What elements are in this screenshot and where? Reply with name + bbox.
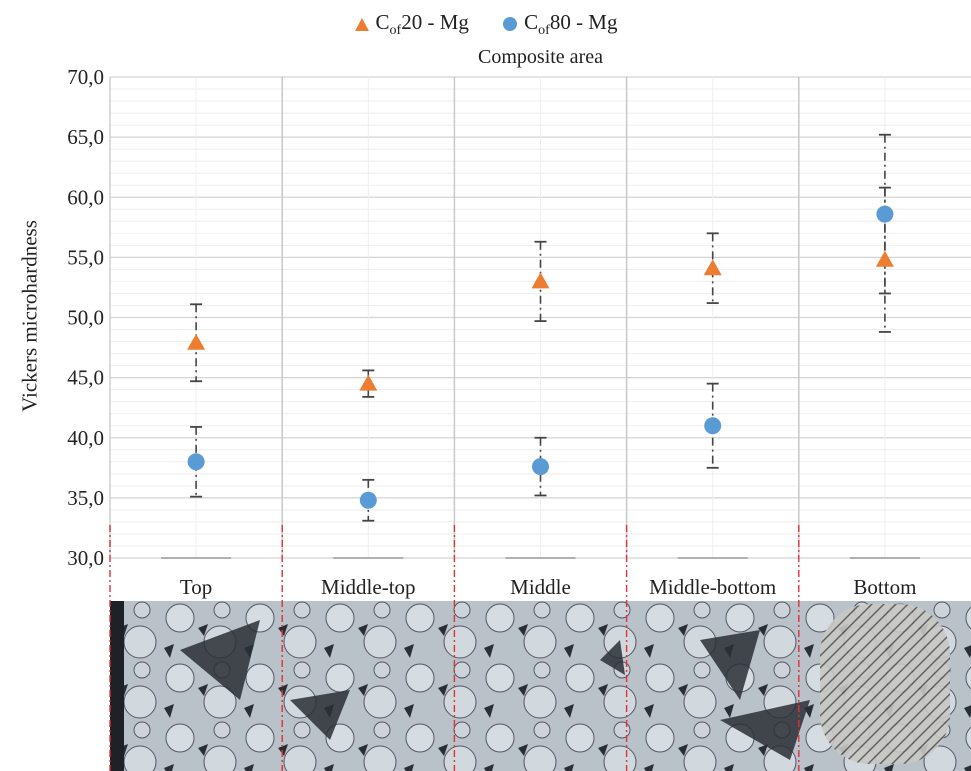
y-tick-label: 50,0 — [67, 306, 104, 330]
data-point-triangle — [703, 259, 722, 276]
data-point-triangle — [359, 374, 378, 391]
region-separators — [109, 525, 800, 771]
y-tick-label: 65,0 — [67, 125, 104, 149]
error-bar — [190, 426, 203, 498]
y-tick-label: 40,0 — [67, 426, 104, 450]
plot-grid — [110, 76, 971, 559]
legend-item-cof80: Cof80 - Mg — [502, 10, 617, 39]
y-tick-label: 55,0 — [67, 245, 104, 269]
legend-label-cof20: Cof20 - Mg — [375, 10, 469, 39]
x-tick-label: Top — [180, 575, 212, 599]
micrograph-image — [110, 601, 971, 771]
y-tick-label: 35,0 — [67, 486, 104, 510]
y-axis-label: Vickers microhardness — [17, 220, 42, 412]
axes: 30,0 35,0 40,0 45,0 50,0 55,0 60,0 65,0 70,0 — [67, 65, 920, 570]
y-tick-label: 70,0 — [67, 65, 104, 89]
y-tick-label: 45,0 — [67, 366, 104, 390]
data-marks — [187, 133, 894, 522]
circle-marker-icon — [503, 17, 518, 32]
data-point-circle — [187, 453, 205, 471]
x-tick-label: Middle-top — [321, 575, 416, 599]
data-point-circle — [359, 491, 377, 509]
legend: Cof20 - Mg Cof80 - Mg — [0, 10, 971, 39]
triangle-marker-icon — [354, 17, 369, 31]
x-tick-label: Middle — [510, 575, 571, 599]
error-bar — [534, 436, 547, 497]
legend-item-cof20: Cof20 - Mg — [354, 10, 469, 39]
data-point-circle — [704, 417, 722, 435]
legend-label-cof80: Cof80 - Mg — [524, 10, 618, 39]
data-point-triangle — [875, 250, 894, 267]
x-tick-label: Bottom — [853, 575, 916, 599]
x-tick-label: Middle-bottom — [649, 575, 776, 599]
data-point-triangle — [531, 272, 550, 289]
data-point-circle — [532, 458, 549, 476]
data-point-circle — [876, 205, 894, 223]
error-bar — [706, 232, 719, 304]
chart-subtitle: Composite area — [478, 46, 603, 68]
x-axis-labels: Top Middle-top Middle Middle-bottom Bottom — [180, 575, 916, 599]
y-tick-label: 60,0 — [67, 185, 104, 209]
y-tick-label: 30,0 — [67, 546, 104, 570]
data-point-triangle — [187, 333, 206, 350]
